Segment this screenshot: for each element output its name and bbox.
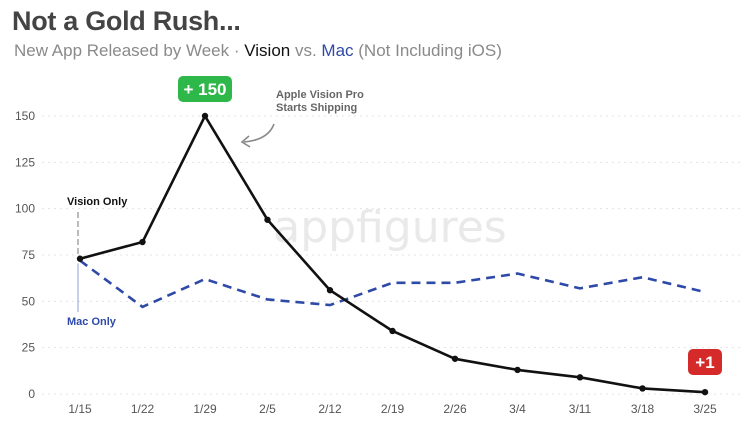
mac-only-label: Mac Only	[67, 316, 117, 328]
series-line-vision	[79, 114, 706, 394]
x-tick-label: 2/5	[259, 402, 276, 416]
series-line-mac	[79, 259, 706, 309]
x-tick-label: 2/12	[318, 402, 342, 416]
data-point-vision	[576, 374, 584, 381]
x-tick-label: 1/22	[131, 402, 155, 416]
data-point-vision	[701, 388, 709, 396]
y-axis: 0 25 50 75 100 125 150	[15, 109, 35, 401]
x-tick-label: 2/26	[443, 402, 467, 416]
end-badge-label: +1	[695, 353, 714, 372]
y-tick-label: 50	[22, 294, 36, 308]
x-tick-label: 3/25	[693, 402, 717, 416]
data-point-vision	[264, 216, 271, 223]
subtitle-suffix: (Not Including iOS)	[353, 41, 502, 60]
data-point-vision	[326, 287, 334, 294]
x-tick-label: 3/4	[509, 402, 526, 416]
x-tick-label: 1/15	[68, 402, 92, 416]
x-tick-label: 1/29	[193, 402, 217, 416]
subtitle-vision: Vision	[244, 41, 291, 60]
gridlines	[42, 115, 740, 395]
y-tick-label: 75	[22, 248, 36, 262]
y-tick-label: 25	[22, 341, 36, 355]
data-point-vision	[201, 112, 209, 120]
peak-badge-label: + 150	[183, 80, 226, 99]
data-point-vision	[389, 327, 396, 335]
chart-title: Not a Gold Rush...	[12, 6, 241, 36]
y-tick-label: 150	[15, 109, 35, 123]
x-tick-label: 3/11	[569, 402, 592, 416]
subtitle-mac: Mac	[321, 41, 354, 60]
x-tick-label: 3/18	[631, 402, 655, 416]
shipping-arrow-icon	[243, 123, 275, 143]
y-tick-label: 0	[28, 387, 35, 401]
data-point-vision	[139, 238, 146, 246]
vision-only-label: Vision Only	[67, 196, 128, 208]
subtitle-vs: vs.	[290, 41, 322, 60]
shipping-annotation-line1: Apple Vision Pro	[276, 89, 364, 101]
data-point-vision	[514, 366, 521, 374]
x-tick-label: 2/19	[381, 402, 405, 416]
data-point-vision	[76, 255, 84, 262]
end-badge	[688, 349, 722, 375]
shipping-annotation-line2: Starts Shipping	[276, 102, 357, 114]
shipping-arrowhead-icon	[240, 135, 251, 148]
y-tick-label: 125	[15, 155, 35, 169]
chart-subtitle: New App Released by Week · Vision vs. Ma…	[14, 41, 502, 61]
series-layer	[76, 112, 709, 396]
data-point-vision	[451, 355, 459, 362]
x-axis: 1/15 1/22 1/29 2/5 2/12 2/19 2/26 3/4 3/11 3/18 3/…	[68, 402, 717, 416]
watermark: appfigures	[273, 202, 506, 253]
y-tick-label: 100	[15, 202, 35, 216]
peak-badge	[178, 76, 232, 102]
subtitle-prefix: New App Released by Week ·	[14, 41, 245, 60]
data-point-vision	[639, 385, 646, 392]
